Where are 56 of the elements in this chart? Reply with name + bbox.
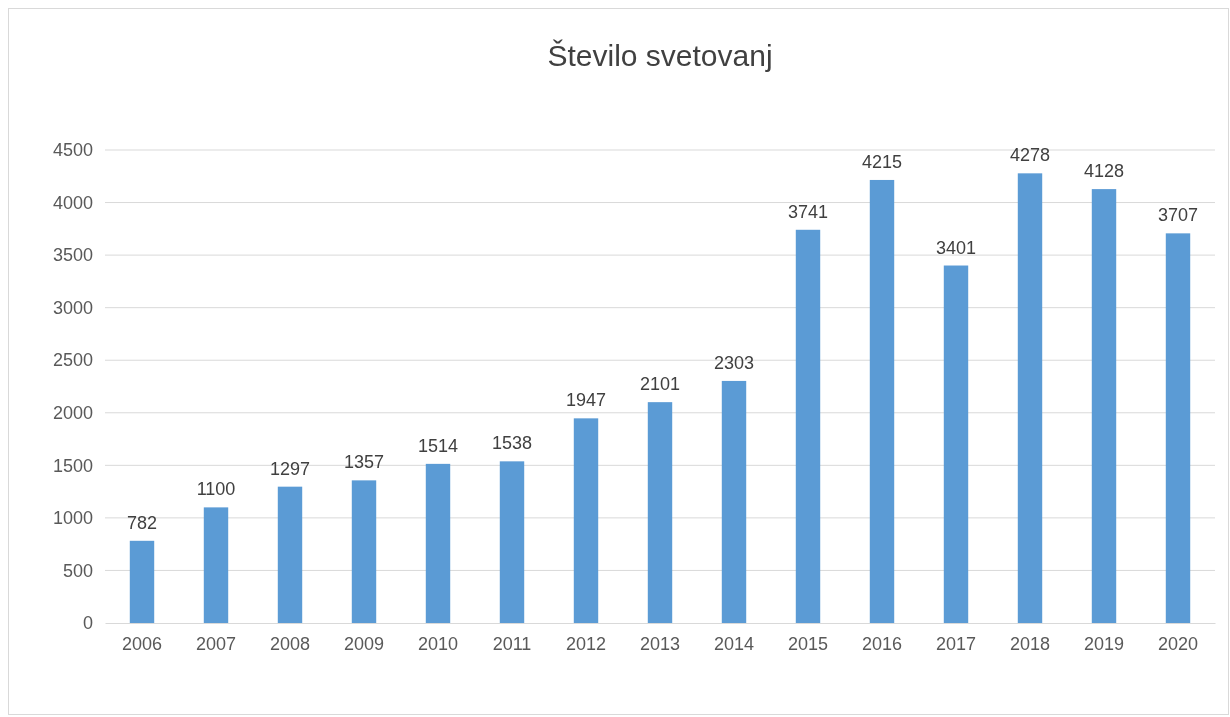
bar	[1091, 189, 1117, 623]
x-tick-label: 2008	[269, 633, 311, 654]
data-label: 1947	[565, 390, 607, 411]
y-tick-label: 0	[82, 613, 93, 634]
data-label: 1514	[417, 435, 459, 456]
data-label: 1297	[269, 458, 311, 479]
y-tick-label: 4500	[52, 140, 93, 161]
y-tick-label: 1500	[52, 455, 93, 476]
bar	[425, 463, 451, 623]
y-tick-label: 2000	[52, 403, 93, 424]
x-tick-label: 2006	[121, 633, 163, 654]
chart-title: Število svetovanj	[547, 39, 773, 72]
x-tick-label: 2014	[713, 633, 755, 654]
bar	[647, 402, 673, 623]
x-tick-label: 2009	[343, 633, 385, 654]
y-tick-label: 1000	[52, 508, 93, 529]
data-label: 4215	[861, 151, 903, 172]
data-label: 1538	[491, 433, 533, 454]
bar	[277, 486, 303, 623]
x-tick-label: 2015	[787, 633, 829, 654]
data-label: 1357	[343, 452, 385, 473]
y-tick-label: 3000	[52, 297, 93, 318]
x-tick-label: 2017	[935, 633, 977, 654]
data-label: 3401	[935, 237, 977, 258]
y-tick-label: 4000	[52, 192, 93, 213]
bar	[573, 418, 599, 623]
bar	[499, 461, 525, 623]
x-tick-label: 2011	[492, 633, 532, 654]
y-tick-label: 3500	[52, 245, 93, 266]
data-label: 2303	[713, 352, 755, 373]
bar	[721, 380, 747, 623]
x-tick-label: 2020	[1157, 633, 1199, 654]
x-tick-label: 2019	[1083, 633, 1125, 654]
bar	[795, 229, 821, 623]
y-tick-label: 500	[62, 560, 93, 581]
x-tick-label: 2016	[861, 633, 903, 654]
x-tick-label: 2007	[195, 633, 237, 654]
bar	[1165, 233, 1191, 623]
data-label: 782	[126, 512, 158, 533]
x-tick-label: 2012	[565, 633, 607, 654]
bar	[1017, 173, 1043, 623]
data-label: 3741	[787, 201, 829, 222]
data-label: 4128	[1083, 161, 1125, 182]
x-tick-label: 2013	[639, 633, 681, 654]
x-tick-label: 2018	[1009, 633, 1051, 654]
data-label: 3707	[1157, 205, 1199, 226]
bar	[869, 179, 895, 623]
bar	[943, 265, 969, 623]
bar	[129, 540, 155, 623]
data-label: 4278	[1009, 145, 1051, 166]
y-tick-label: 2500	[52, 350, 93, 371]
data-label: 2101	[639, 374, 681, 395]
data-label: 1100	[196, 479, 236, 500]
bar	[203, 507, 229, 623]
bar	[351, 480, 377, 623]
x-tick-label: 2010	[417, 633, 459, 654]
